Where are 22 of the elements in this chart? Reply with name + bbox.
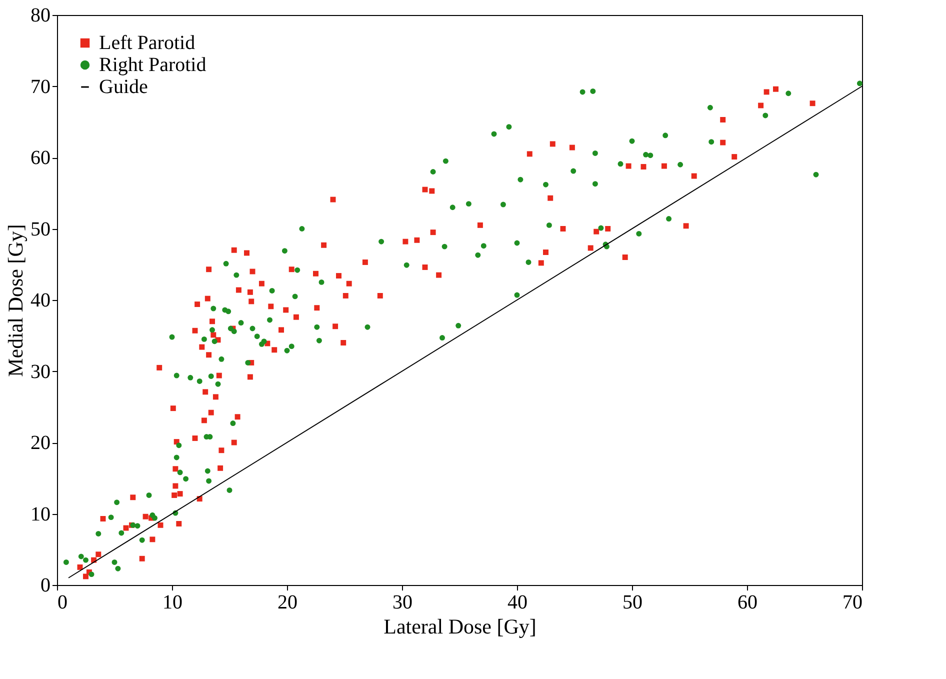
- y-tick-label: 60: [30, 147, 50, 169]
- y-tick-label: 40: [30, 290, 50, 312]
- y-tick-label: 30: [30, 360, 50, 383]
- legend-label: Left Parotid: [99, 32, 196, 54]
- y-tick-label: 20: [30, 432, 50, 454]
- y-tick-label: 80: [30, 4, 50, 26]
- x-tick-label: 0: [58, 592, 68, 614]
- y-tick-label: 10: [30, 503, 50, 526]
- x-tick-label: 30: [392, 592, 412, 614]
- legend-label: Guide: [99, 76, 148, 98]
- x-tick-label: 50: [622, 592, 642, 614]
- x-tick-label: 60: [738, 592, 758, 614]
- x-tick-label: 70: [842, 592, 862, 614]
- x-tick-label: 40: [508, 592, 528, 614]
- y-tick-label: 0: [40, 574, 50, 596]
- legend-label: Right Parotid: [99, 54, 206, 76]
- y-tick-label: 50: [30, 218, 50, 240]
- y-tick-label: 70: [30, 76, 50, 98]
- x-axis-title: Lateral Dose [Gy]: [384, 614, 536, 638]
- x-tick-label: 10: [162, 592, 182, 614]
- x-tick-label: 20: [278, 592, 298, 614]
- y-axis-title: Medial Dose [Gy]: [4, 224, 28, 377]
